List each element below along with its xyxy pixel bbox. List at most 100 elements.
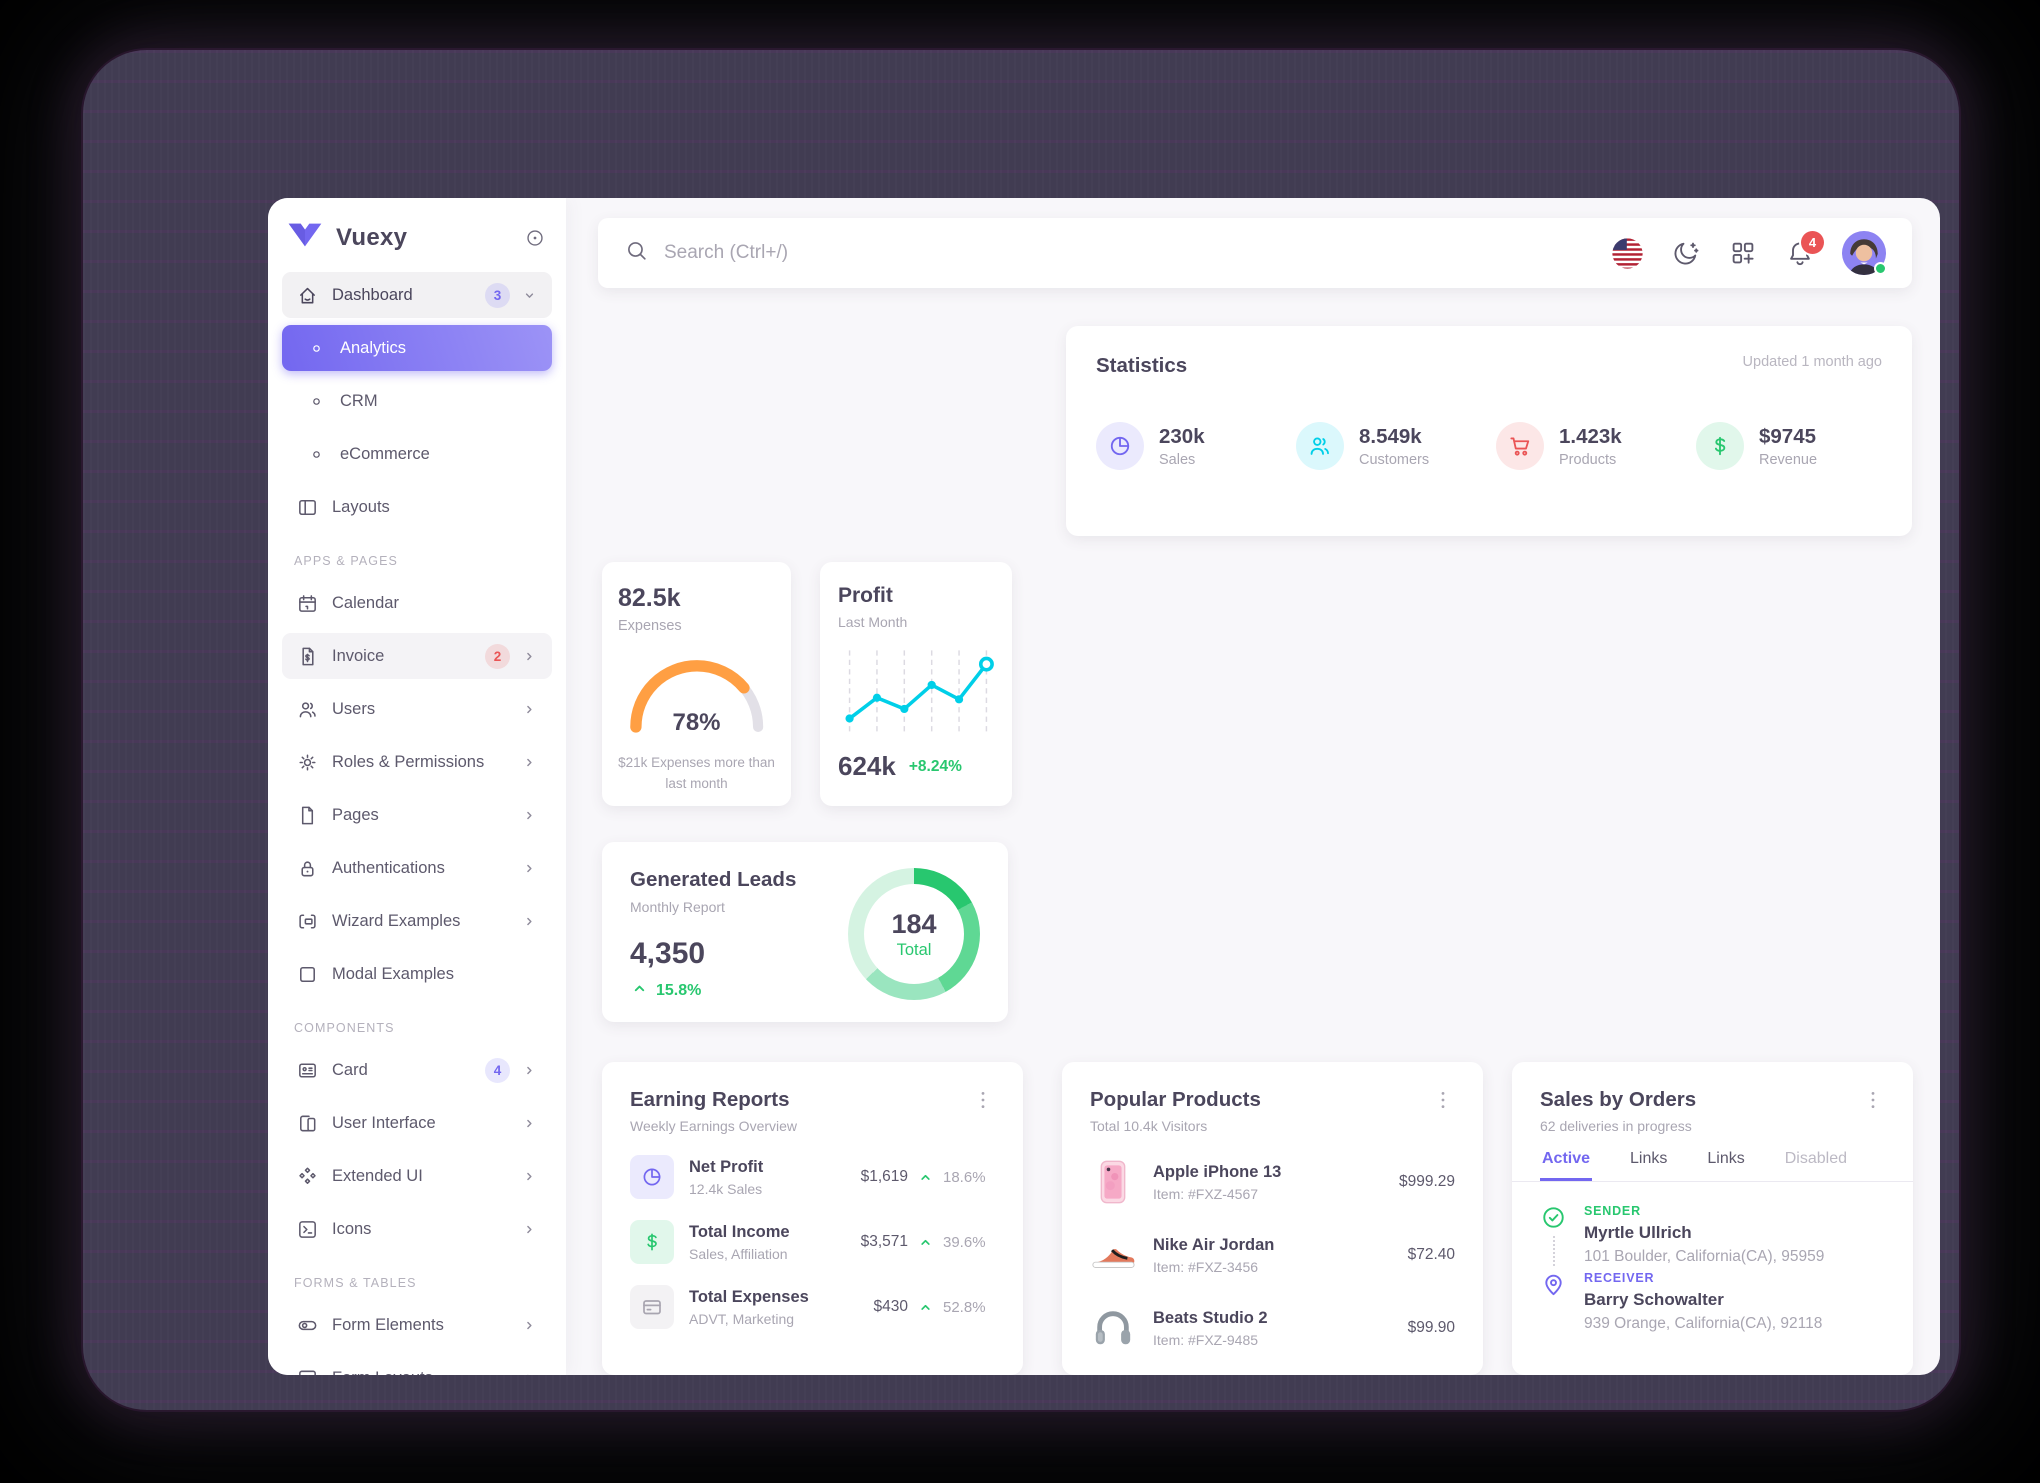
card-menu-dots-icon[interactable] [971, 1088, 995, 1112]
sidebar-item-ecommerce[interactable]: eCommerce [282, 431, 552, 477]
stat-label: Products [1559, 451, 1617, 468]
sidebar-item-form-layouts[interactable]: Form Layouts [282, 1355, 552, 1375]
sidebar-item-icons[interactable]: Icons [282, 1206, 552, 1252]
profit-title: Profit [838, 584, 893, 607]
expenses-label: Expenses [618, 618, 682, 634]
trend-up-icon [917, 1169, 934, 1186]
dark-mode-icon[interactable] [1671, 238, 1701, 268]
checkcircle-icon [1540, 1204, 1567, 1231]
timeline-role: SENDER [1584, 1204, 1641, 1218]
notification-count-badge: 4 [1801, 231, 1824, 254]
online-status-dot [1874, 262, 1887, 275]
timeline-role: RECEIVER [1584, 1271, 1655, 1285]
dashboard-badge: 3 [485, 282, 510, 308]
sidebar-nav: Dashboard 3 Analytics CRM eCommerce Layouts AP… [282, 272, 552, 1375]
chevron-right-icon [520, 647, 539, 666]
product-item-code: Item: #FXZ-4567 [1153, 1185, 1259, 1202]
earning-row-subtitle: 12.4k Sales [689, 1180, 763, 1197]
profit-line-chart [838, 644, 994, 749]
sidebar-item-label: Dashboard [332, 285, 413, 304]
earning-row-subtitle: Sales, Affiliation [689, 1245, 788, 1262]
chevron-right-icon [520, 700, 539, 719]
sidebar-item-analytics[interactable]: Analytics [282, 325, 552, 371]
leads-subtitle: Monthly Report [630, 899, 725, 915]
trend-up-icon [630, 979, 649, 1003]
tab-disabled-3[interactable]: Disabled [1784, 1150, 1848, 1167]
sidebar-item-wizard-examples[interactable]: Wizard Examples [282, 898, 552, 944]
sidebar-item-label: eCommerce [340, 444, 430, 463]
timeline-name: Barry Schowalter [1584, 1290, 1724, 1309]
user-avatar[interactable] [1842, 231, 1887, 275]
product-price: $999.29 [1398, 1173, 1455, 1190]
earning-row-title: Net Profit [689, 1157, 764, 1176]
earning-reports-card: Earning Reports Weekly Earnings Overview… [602, 1062, 1023, 1375]
timeline-address: 101 Boulder, California(CA), 95959 [1584, 1248, 1825, 1265]
sidebar-item-label: Form Layouts [332, 1369, 433, 1376]
sidebar-item-extended-ui[interactable]: Extended UI [282, 1153, 552, 1199]
sidebar-item-modal-examples[interactable]: Modal Examples [282, 951, 552, 997]
sidebar-item-calendar[interactable]: Calendar [282, 580, 552, 626]
leads-title: Generated Leads [630, 868, 797, 891]
expenses-caption: $21k Expenses more than last month [618, 755, 775, 791]
stat-products: 1.423k Products [1496, 422, 1682, 470]
sidebar-item-roles-permissions[interactable]: Roles & Permissions [282, 739, 552, 785]
sidebar-item-label: Layouts [332, 497, 390, 516]
shortcuts-grid-icon[interactable] [1728, 238, 1758, 268]
stat-value: 1.423k [1559, 424, 1622, 448]
layout-icon [295, 495, 320, 520]
earning-row-total-income: Total Income Sales, Affiliation $3,571 39.6… [630, 1220, 995, 1264]
search-icon [624, 238, 649, 268]
sidebar-item-card[interactable]: Card 4 [282, 1047, 552, 1093]
tab-active-0[interactable]: Active [1540, 1150, 1592, 1181]
tab-links-2[interactable]: Links [1707, 1150, 1745, 1167]
expenses-gauge: 78% [622, 650, 772, 741]
language-flag-icon[interactable] [1611, 237, 1644, 270]
product-name: Nike Air Jordan [1153, 1235, 1275, 1254]
earning-subtitle: Weekly Earnings Overview [630, 1118, 798, 1134]
stat-value: $9745 [1759, 424, 1817, 448]
device-frame: Vuexy Dashboard 3 Analytics CRM eCommerce Lay… [83, 50, 1959, 1410]
card-menu-dots-icon[interactable] [1431, 1088, 1455, 1112]
donut-total-label: Total [896, 940, 932, 959]
lock-icon [295, 856, 320, 881]
product-item-code: Item: #FXZ-9485 [1153, 1331, 1259, 1348]
notifications-bell-icon[interactable]: 4 [1785, 231, 1824, 268]
card-menu-dots-icon[interactable] [1861, 1088, 1885, 1112]
stat-value: 8.549k [1359, 424, 1422, 448]
tab-links-1[interactable]: Links [1630, 1150, 1668, 1167]
product-row-apple-iphone-13: Apple iPhone 13 Item: #FXZ-4567 $999.29 [1090, 1157, 1455, 1207]
stat-revenue: $9745 Revenue [1696, 422, 1882, 470]
sidebar-item-form-elements[interactable]: Form Elements [282, 1302, 552, 1348]
sidebar-item-invoice[interactable]: Invoice 2 [282, 633, 552, 679]
sidebar-item-label: Icons [332, 1219, 372, 1238]
sidebar-toggle-icon[interactable] [524, 227, 546, 249]
product-price: $72.40 [1407, 1246, 1455, 1263]
products-subtitle: Total 10.4k Visitors [1090, 1118, 1208, 1134]
pie-icon [1096, 422, 1144, 470]
sidebar-item-label: Roles & Permissions [332, 752, 485, 771]
chevron-right-icon [520, 912, 539, 931]
sidebar-item-layouts[interactable]: Layouts [282, 484, 552, 530]
expenses-value: 82.5k [618, 584, 681, 612]
sidebar-item-pages[interactable]: Pages [282, 792, 552, 838]
app-window: Vuexy Dashboard 3 Analytics CRM eCommerce Lay… [268, 198, 1940, 1375]
timeline-entry-receiver: RECEIVER Barry Schowalter 939 Orange, Cali… [1540, 1271, 1885, 1333]
sidebar-item-authentications[interactable]: Authentications [282, 845, 552, 891]
earning-row-title: Total Expenses [689, 1287, 809, 1306]
app-title: Vuexy [336, 224, 408, 251]
home-icon [295, 283, 320, 308]
product-price: $99.90 [1407, 1319, 1455, 1336]
sidebar-item-dashboard[interactable]: Dashboard 3 [282, 272, 552, 318]
toggle-icon [295, 1313, 320, 1338]
earning-row-delta: 39.6% [943, 1233, 986, 1251]
sidebar-item-users[interactable]: Users [282, 686, 552, 732]
sidebar-item-crm[interactable]: CRM [282, 378, 552, 424]
users-icon [295, 697, 320, 722]
search-bar[interactable]: Search (Ctrl+/) [624, 238, 788, 268]
sidebar-item-label: Pages [332, 805, 379, 824]
expenses-card: 82.5k Expenses 78% $21k Expenses more th… [602, 562, 791, 806]
earning-row-total-expenses: Total Expenses ADVT, Marketing $430 52.8% [630, 1285, 995, 1329]
sidebar-item-user-interface[interactable]: User Interface [282, 1100, 552, 1146]
chevron-right-icon [520, 1369, 539, 1375]
chevron-down-icon [520, 286, 539, 305]
